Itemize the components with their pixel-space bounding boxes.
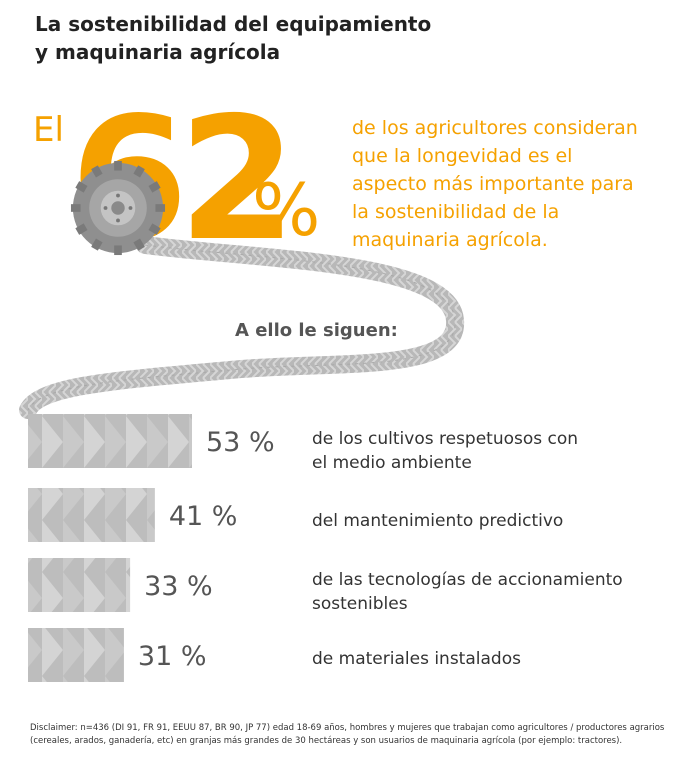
bar-value-label-2: 41 % bbox=[169, 501, 238, 532]
bar-value-label-1: 53 % bbox=[206, 427, 275, 458]
headline-prefix: El bbox=[33, 110, 64, 150]
headline-text-line-5: maquinaria agrícola. bbox=[352, 229, 548, 251]
bar-label-1-line-2: el medio ambiente bbox=[312, 453, 472, 473]
headline-text-line-2: que la longevidad es el bbox=[352, 145, 573, 167]
headline-text-line-1: de los agricultores consideran bbox=[352, 117, 638, 139]
headline-text-line-4: la sostenibilidad de la bbox=[352, 201, 560, 223]
bar-label-4: de materiales instalados bbox=[312, 647, 521, 671]
disclaimer: Disclaimer: n=436 (DI 91, FR 91, EEUU 87… bbox=[30, 723, 665, 746]
bar-label-2: del mantenimiento predictivo bbox=[312, 509, 563, 533]
bar-label-3-line-1: de las tecnologías de accionamiento bbox=[312, 570, 623, 590]
tractor-tire-icon bbox=[70, 160, 166, 256]
bar-label-3-line-2: sostenibles bbox=[312, 594, 408, 614]
page-title-line-1: La sostenibilidad del equipamiento bbox=[35, 12, 432, 36]
bar-label-2-line-1: del mantenimiento predictivo bbox=[312, 511, 564, 531]
bar-label-1: de los cultivos respetuosos con el medio… bbox=[312, 427, 578, 475]
headline-text-line-3: aspecto más importante para bbox=[352, 173, 634, 195]
bar-value-label-4: 31 % bbox=[138, 641, 207, 672]
page-title-line-2: y maquinaria agrícola bbox=[35, 40, 281, 64]
bar-value-label-3: 33 % bbox=[144, 571, 213, 602]
subheading: A ello le siguen: bbox=[235, 320, 398, 341]
bar-4 bbox=[28, 628, 124, 682]
headline-text: de los agricultores consideran que la lo… bbox=[352, 114, 672, 254]
bar-label-4-line-1: de materiales instalados bbox=[312, 649, 521, 669]
bar-3 bbox=[28, 558, 131, 612]
page-title: La sostenibilidad del equipamiento y maq… bbox=[35, 10, 595, 66]
bar-1 bbox=[28, 414, 192, 468]
bar-2 bbox=[28, 488, 155, 542]
bar-label-1-line-1: de los cultivos respetuosos con bbox=[312, 429, 579, 449]
headline-percent-sign: % bbox=[252, 168, 321, 252]
bar-label-3: de las tecnologías de accionamiento sost… bbox=[312, 568, 623, 616]
